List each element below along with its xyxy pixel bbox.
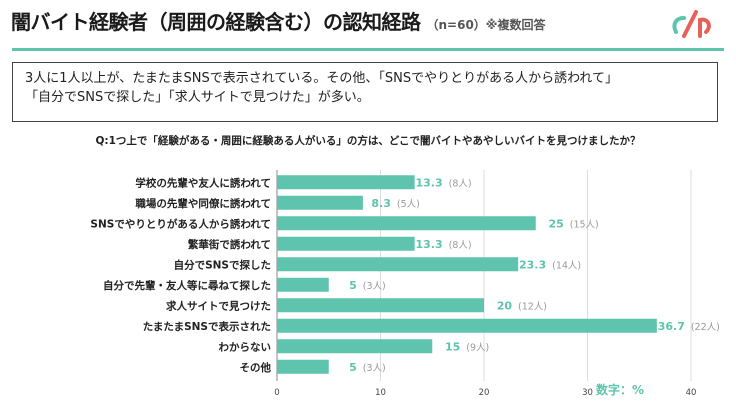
count-label: (9人) (466, 342, 489, 353)
count-label: (12人) (518, 301, 547, 312)
bar (277, 318, 657, 333)
data-label: 5 (349, 361, 357, 374)
data-label: 8.3 (371, 197, 391, 210)
count-label: (8人) (449, 178, 472, 189)
title-text: 闇バイト経験者（周囲の経験含む）の認知経路 (11, 10, 421, 34)
category-label: 求人サイトで見つけた (166, 299, 271, 312)
count-label: (8人) (449, 240, 472, 251)
bar-chart: 0 10 20 30 40 学校の先輩や友人に誘われて 13.3 (8人) 職場の先輩や同僚に誘… (90, 170, 720, 398)
bar (277, 298, 484, 313)
page-title: 闇バイト経験者（周囲の経験含む）の認知経路 （n=60）※複数回答 (11, 6, 545, 35)
data-label: 15 (445, 340, 460, 353)
bar (277, 175, 415, 190)
category-label: たまたまSNSで表示された (143, 320, 271, 333)
brand-logo-icon (672, 10, 711, 38)
category-label: SNSでやりとりがある人から誘われて (90, 217, 271, 230)
bar (277, 339, 433, 354)
category-label: 職場の先輩や同僚に誘われて (135, 197, 271, 210)
category-label: わからない (219, 341, 272, 353)
summary-line-2: 「自分でSNSで探した」「求人サイトで見つけた」が多い。 (25, 90, 370, 105)
count-label: (3人) (363, 363, 386, 374)
x-tick-label: 30 (582, 388, 593, 398)
category-label: 自分でSNSで探した (174, 258, 271, 271)
count-label: (5人) (397, 199, 420, 210)
title-underline (12, 48, 724, 51)
data-label: 13.3 (416, 176, 443, 189)
category-label: 自分で先輩・友人等に尋ねて探した (103, 279, 271, 292)
x-tick-label: 40 (686, 388, 697, 398)
x-tick-label: 10 (375, 388, 386, 398)
x-tick-label: 20 (479, 388, 490, 398)
bar (277, 216, 536, 231)
data-label: 36.7 (658, 320, 685, 333)
category-label: 学校の先輩や友人に誘われて (135, 176, 271, 189)
bar (277, 236, 415, 251)
category-label: その他 (240, 361, 272, 374)
data-label: 5 (349, 279, 357, 292)
survey-question: Q:1つ上で「経験がある・周囲に経験ある人がいる」の方は、どこで闇バイトやあやし… (95, 135, 641, 147)
bar (277, 195, 363, 210)
count-label: (14人) (552, 260, 581, 271)
count-label: (22人) (691, 322, 720, 333)
count-label: (3人) (363, 281, 386, 292)
data-label: 23.3 (519, 258, 546, 271)
category-label: 繁華街で誘われて (187, 238, 271, 251)
summary-box: 3人に1人以上が、たまたまSNSで表示されている。その他、「SNSでやりとりがあ… (12, 62, 718, 122)
bar (277, 277, 329, 292)
data-label: 20 (497, 299, 513, 312)
bar (277, 257, 519, 272)
data-label: 25 (548, 217, 563, 230)
bar (277, 359, 329, 374)
sample-note: （n=60）※複数回答 (426, 18, 546, 32)
x-tick-label: 0 (274, 388, 279, 398)
unit-label: 数字：% (596, 383, 645, 397)
summary-line-1: 3人に1人以上が、たまたまSNSで表示されている。その他、「SNSでやりとりがあ… (25, 71, 619, 86)
count-label: (15人) (570, 219, 599, 230)
data-label: 13.3 (416, 238, 443, 251)
